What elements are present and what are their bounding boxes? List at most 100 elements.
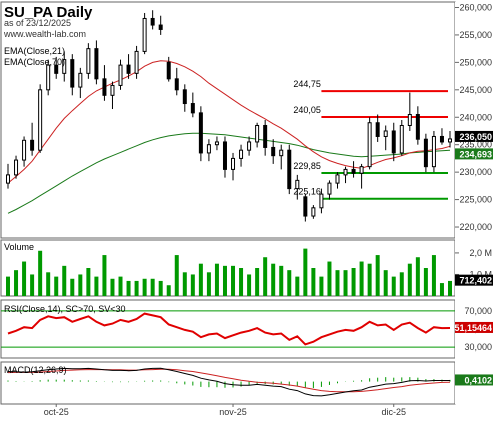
ema70-legend: EMA(Close,70) <box>4 57 65 67</box>
candle-up <box>78 72 83 88</box>
candle-down <box>375 122 380 137</box>
candle-up <box>319 193 324 209</box>
rsi-axis-label: 30,000 <box>464 342 492 352</box>
volume-bar <box>14 270 19 296</box>
rsi-line <box>7 312 451 346</box>
price-axis-label: 250,000 <box>459 57 492 67</box>
time-axis-label: nov-25 <box>219 407 247 417</box>
volume-bar <box>110 278 115 296</box>
volume-bar <box>166 285 171 296</box>
candle-up <box>279 149 284 157</box>
volume-bar <box>367 263 372 296</box>
candle-down <box>54 64 59 74</box>
volume-bar <box>351 268 356 296</box>
candle-up <box>38 89 43 151</box>
candle-up <box>46 64 51 91</box>
candle-up <box>448 138 452 143</box>
candle-down <box>391 130 396 154</box>
volume-bar <box>383 270 388 296</box>
ema70-line <box>7 132 451 214</box>
volume-bar <box>343 270 348 296</box>
volume-bar <box>239 268 244 296</box>
volume-bar <box>134 280 139 296</box>
volume-bar <box>448 280 452 296</box>
candle-up <box>214 141 219 146</box>
volume-bar <box>62 265 67 296</box>
volume-bar <box>303 248 308 296</box>
volume-bar <box>126 280 131 296</box>
time-axis-label: dic-25 <box>381 407 406 417</box>
as-of-date: as of 23/12/2025 <box>4 18 71 28</box>
volume-bar <box>150 278 155 296</box>
candle-down <box>94 48 99 80</box>
price-axis-label: 225,000 <box>459 195 492 205</box>
volume-axis-label: 2,0 M <box>469 248 492 258</box>
candle-up <box>14 159 19 176</box>
volume-bar <box>46 272 51 296</box>
chart-title: SU_PA Daily <box>4 4 93 21</box>
volume-bar <box>255 268 260 296</box>
volume-bar <box>158 280 163 296</box>
volume-bar <box>295 276 300 296</box>
candle-down <box>174 78 179 91</box>
last-volume-label-box <box>455 274 493 286</box>
volume-bar <box>54 276 59 296</box>
candle-up <box>142 17 147 52</box>
ema21-legend: EMA(Close,21) <box>4 46 65 56</box>
macd-title: MACD(12,26,9) <box>4 365 67 375</box>
volume-bar <box>78 274 83 296</box>
volume-bar <box>423 268 428 296</box>
candle-down <box>351 168 356 174</box>
last-close-label: 236,050 <box>459 132 492 142</box>
volume-bar <box>311 268 316 296</box>
candle-down <box>102 78 107 96</box>
volume-bar <box>174 255 179 296</box>
volume-bar <box>263 257 268 296</box>
volume-bar <box>415 257 420 296</box>
volume-bar <box>22 261 27 296</box>
level-label: 240,05 <box>293 105 321 115</box>
price-axis-label: 235,000 <box>459 140 492 150</box>
volume-title: Volume <box>4 242 34 252</box>
volume-axis-label: 1,0 M <box>469 269 492 279</box>
volume-bar <box>198 263 203 296</box>
candle-down <box>126 64 131 74</box>
candle-down <box>303 196 308 217</box>
candle-up <box>255 124 260 143</box>
volume-bar <box>86 268 91 296</box>
candle-down <box>190 103 195 114</box>
last-macd-label-box <box>455 374 493 386</box>
last-volume-label: 712,402 <box>459 276 492 286</box>
volume-bar <box>102 255 107 296</box>
macd-signal-line <box>7 368 451 393</box>
volume-bar <box>407 263 412 296</box>
last-ema-label-box <box>455 148 493 160</box>
candle-up <box>367 122 372 168</box>
volume-bar <box>94 276 99 296</box>
price-axis-label: 260,000 <box>459 2 492 12</box>
candle-up <box>6 174 10 184</box>
volume-bar <box>30 274 35 296</box>
price-axis-label: 220,000 <box>459 222 492 232</box>
volume-bar <box>214 263 219 296</box>
candle-down <box>198 112 203 154</box>
candle-up <box>295 179 300 190</box>
right-axis <box>455 2 495 404</box>
volume-bar <box>319 276 324 296</box>
candle-down <box>222 141 227 170</box>
last-ema-label: 234,693 <box>459 149 492 159</box>
level-label: 229,85 <box>293 161 321 171</box>
price-axis-label: 230,000 <box>459 167 492 177</box>
candle-down <box>182 89 187 105</box>
candle-down <box>439 135 444 143</box>
volume-bar <box>231 265 236 296</box>
volume-bar <box>327 261 332 296</box>
candle-down <box>150 17 155 26</box>
level-label: 244,75 <box>293 79 321 89</box>
last-macd-label: 0,4102 <box>464 375 492 385</box>
candle-down <box>271 146 276 157</box>
volume-bar <box>375 255 380 296</box>
volume-bar <box>38 250 43 296</box>
